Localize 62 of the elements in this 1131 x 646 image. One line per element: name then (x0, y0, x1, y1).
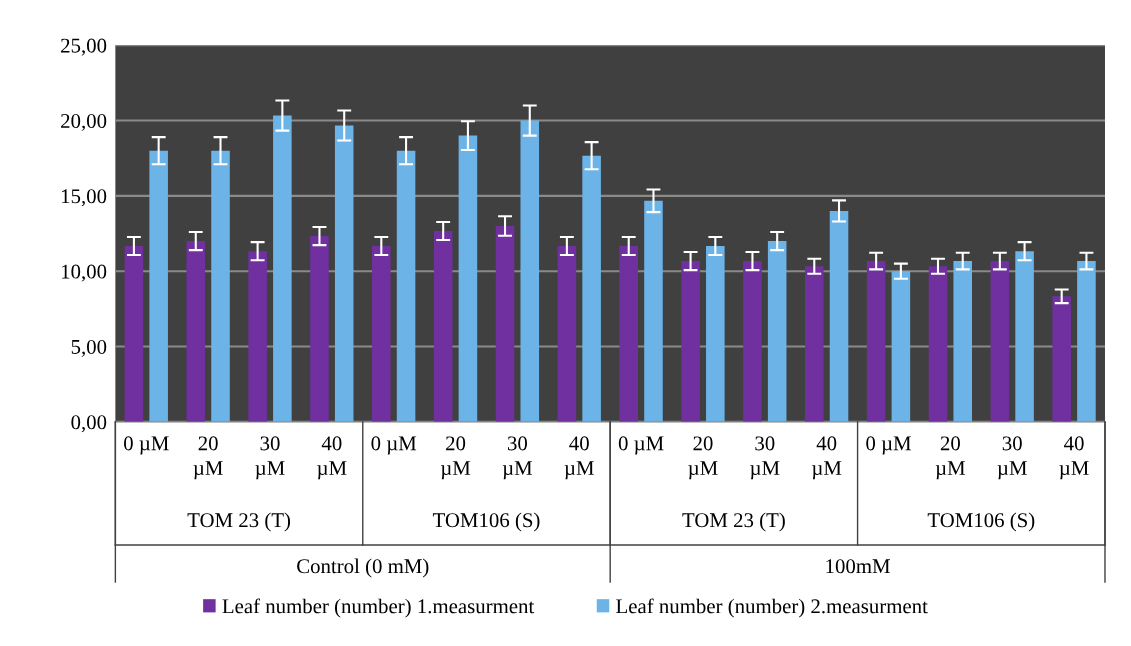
bar (767, 241, 787, 422)
bar (273, 115, 292, 422)
x-tick-label: 40 µM (317, 436, 347, 480)
bar (372, 246, 391, 422)
bar (433, 230, 453, 422)
x-tick-label: 30 µM (255, 436, 285, 480)
bar (990, 261, 1010, 422)
text: TOM 23 (T) (187, 512, 291, 532)
x-tick-label: 40 µM (1059, 436, 1089, 480)
bar (928, 266, 948, 422)
bar (953, 261, 973, 422)
x-tick-label: 30 µM (750, 436, 780, 480)
legend-label: Leaf number (number) 1.measurment (222, 598, 535, 618)
bar (706, 246, 725, 422)
y-tick-label: 10,00 (61, 264, 107, 282)
text: Control (0 mM) (297, 558, 429, 578)
bar (396, 150, 416, 422)
bar (124, 246, 144, 422)
y-tick-label: 5,00 (71, 339, 107, 357)
bar (334, 125, 354, 422)
x-tick-label: 20 µM (935, 436, 966, 480)
bar (211, 150, 230, 422)
bar (186, 241, 206, 422)
x-tick-label: 40 µM (812, 436, 842, 480)
bar (1052, 296, 1071, 422)
x-tick-label: 30 µM (997, 436, 1027, 480)
x-tick-label: 20 µM (440, 436, 471, 480)
bar (557, 246, 577, 422)
bar (458, 135, 478, 422)
bar (891, 271, 911, 422)
bar (310, 236, 329, 422)
x-tick-label: 0 µM (866, 436, 911, 455)
y-tick-label: 15,00 (61, 189, 107, 207)
text: 100mM (826, 559, 890, 574)
bar (805, 266, 824, 422)
bar (495, 226, 515, 422)
text: TOM106 (S) (927, 512, 1035, 532)
text: TOM 23 (T) (682, 512, 785, 532)
bar (149, 150, 168, 422)
bar (248, 251, 267, 422)
x-tick-label: 20 µM (688, 436, 718, 480)
x-tick-label: 0 µM (124, 436, 169, 455)
bar (743, 261, 762, 422)
bar (681, 261, 700, 422)
y-tick-label: 25,00 (61, 38, 107, 56)
y-tick-label: 20,00 (61, 113, 107, 131)
bar (1015, 251, 1034, 422)
x-tick-label: 30 µM (502, 436, 533, 480)
bar (1077, 261, 1096, 422)
bar (644, 200, 663, 422)
bar (582, 155, 601, 422)
bar (866, 261, 886, 422)
y-tick-label: 0,00 (71, 415, 107, 433)
bar (829, 210, 849, 422)
x-tick-label: 0 µM (371, 436, 417, 455)
bar (520, 120, 540, 422)
legend-label: Leaf number (number) 2.measurment (616, 598, 928, 618)
x-tick-label: 40 µM (564, 436, 594, 480)
text: TOM106 (S) (432, 512, 540, 532)
x-tick-label: 0 µM (618, 436, 664, 455)
x-tick-label: 20 µM (193, 436, 223, 480)
bar (619, 246, 639, 422)
